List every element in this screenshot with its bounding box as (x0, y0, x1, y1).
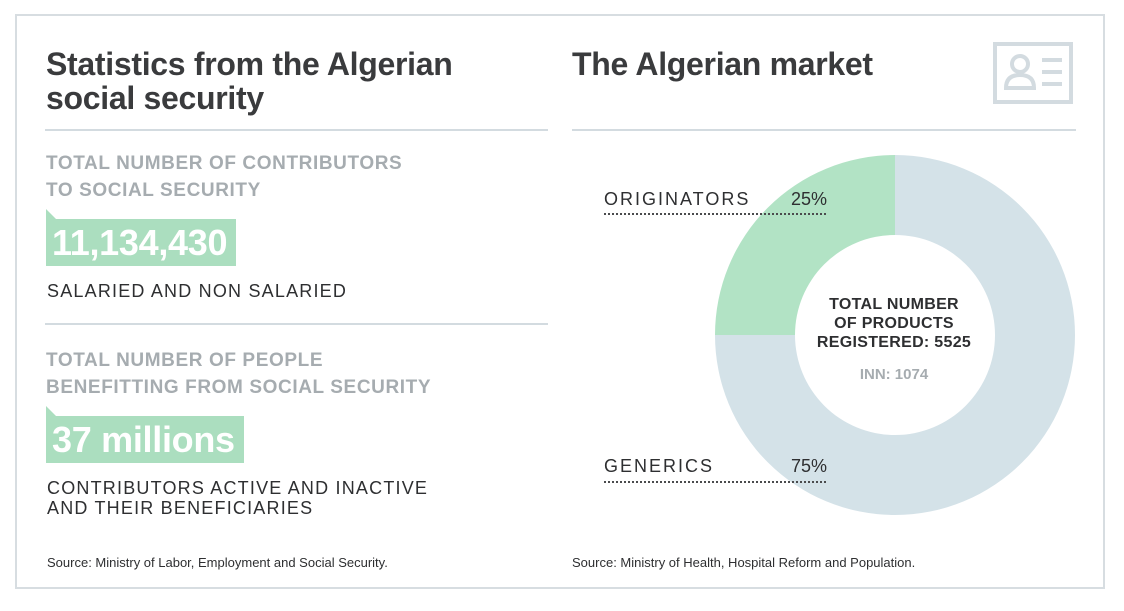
contributors-description: SALARIED AND NON SALARIED (47, 281, 348, 301)
donut-center-line1: TOTAL NUMBER (829, 296, 959, 313)
left-title: Statistics from the Algerian social secu… (46, 47, 453, 115)
beneficiaries-description-line2: AND THEIR BENEFICIARIES (47, 498, 314, 518)
left-source: Source: Ministry of Labor, Employment an… (47, 555, 388, 570)
donut-center-inn: INN: 1074 (859, 366, 929, 383)
donut-center-line2: OF PRODUCTS (834, 315, 954, 332)
generics-percent: 75% (791, 456, 828, 476)
beneficiaries-label: TOTAL NUMBER OF PEOPLE BENEFITTING FROM … (46, 347, 431, 401)
left-title-line2: social security (46, 80, 264, 116)
beneficiaries-value: 37 millions (46, 406, 244, 463)
beneficiaries-label-line1: TOTAL NUMBER OF PEOPLE (46, 350, 324, 371)
originators-percent: 25% (791, 189, 828, 209)
originators-label: ORIGINATORS (604, 189, 751, 209)
donut-center-line3: REGISTERED: 5525 (816, 334, 972, 351)
donut-center-total: TOTAL NUMBER OF PRODUCTS REGISTERED: 552… (784, 295, 1004, 352)
contributors-label: TOTAL NUMBER OF CONTRIBUTORS TO SOCIAL S… (46, 150, 402, 204)
right-title-divider (572, 129, 1076, 131)
generics-label: GENERICS (604, 456, 715, 476)
donut-segment-generics (715, 155, 1075, 515)
beneficiaries-description-line1: CONTRIBUTORS ACTIVE AND INACTIVE (47, 478, 429, 498)
right-title: The Algerian market (572, 46, 873, 82)
right-source: Source: Ministry of Health, Hospital Ref… (572, 555, 916, 570)
left-title-divider (45, 129, 548, 131)
id-card-icon (993, 42, 1073, 104)
originators-leader-line (604, 213, 826, 215)
generics-leader-line (604, 481, 826, 483)
beneficiaries-description: CONTRIBUTORS ACTIVE AND INACTIVE AND THE… (47, 478, 428, 518)
beneficiaries-label-line2: BENEFITTING FROM SOCIAL SECURITY (46, 377, 432, 398)
contributors-label-line2: TO SOCIAL SECURITY (46, 180, 261, 201)
contributors-value: 11,134,430 (46, 209, 237, 266)
left-title-line1: Statistics from the Algerian (46, 46, 453, 82)
left-stat-divider (45, 323, 548, 325)
contributors-label-line1: TOTAL NUMBER OF CONTRIBUTORS (46, 153, 403, 174)
products-donut-chart (715, 155, 1075, 515)
donut-segment-originators (715, 155, 895, 335)
